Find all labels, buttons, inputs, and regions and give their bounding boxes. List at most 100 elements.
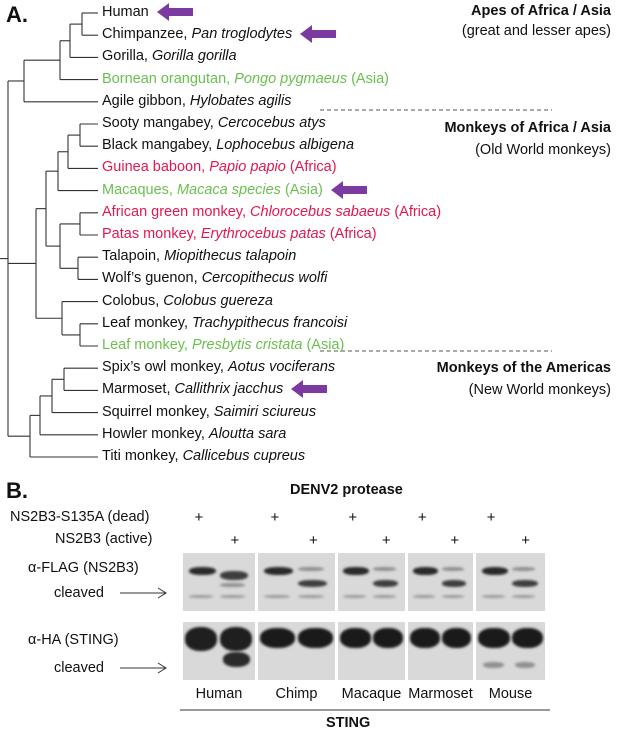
taxon-common-name: Spix’s owl monkey, [102, 359, 228, 376]
blot-band [264, 567, 294, 575]
group-subtitle: (New World monkeys) [468, 382, 611, 398]
lane-label: Chimp [275, 686, 318, 702]
flag-blot-panel [338, 553, 405, 611]
group-title: Apes of Africa / Asia [471, 3, 611, 19]
ha-blot-panel [258, 622, 335, 680]
group-new-world: Monkeys of the Americas (New World monke… [437, 360, 611, 398]
blot-band [220, 627, 253, 651]
plus-active-mark: + [450, 532, 460, 549]
group-title: Monkeys of Africa / Asia [444, 120, 611, 136]
taxon-row: Gorilla, Gorilla gorilla [102, 47, 237, 65]
highlight-arrow-icon [291, 380, 328, 399]
blot-band [441, 595, 465, 598]
taxon-row: African green monkey, Chlorocebus sabaeu… [102, 203, 441, 221]
taxon-row: Spix’s owl monkey, Aotus vociferans [102, 358, 335, 376]
group-subtitle: (great and lesser apes) [461, 23, 611, 39]
ha-blot-panel [408, 622, 473, 680]
taxon-row: Chimpanzee, Pan troglodytes [102, 25, 292, 43]
sting-underline [180, 709, 550, 711]
taxon-latin-name: Pan troglodytes [191, 26, 293, 43]
taxon-latin-name: Chlorocebus sabaeus [250, 203, 391, 220]
plus-active-mark: + [230, 532, 240, 549]
blot-band [441, 628, 472, 648]
blot-band [481, 595, 506, 598]
blot-band [413, 595, 436, 598]
taxon-common-name: Bornean orangutan, [102, 70, 235, 87]
blot-band [220, 583, 246, 587]
taxon-common-name: Agile gibbon, [102, 92, 190, 109]
plus-dead-mark: + [486, 509, 496, 526]
taxon-common-name: Chimpanzee, [102, 26, 192, 43]
blot-band [264, 595, 291, 598]
group-old-world: Monkeys of Africa / Asia (Old World monk… [444, 120, 611, 158]
taxon-region: (Africa) [390, 203, 442, 220]
plus-active-mark: + [381, 532, 391, 549]
taxon-latin-name: Pongo pygmaeus [234, 70, 348, 87]
taxon-latin-name: Macaca species [176, 181, 281, 198]
taxon-latin-name: Erythrocebus patas [200, 226, 326, 242]
taxon-latin-name: Cercopithecus wolfi [201, 270, 328, 287]
taxon-common-name: Sooty mangabey, [102, 115, 218, 131]
blot-band [481, 567, 508, 575]
ha-blot-panel [183, 622, 255, 680]
taxon-common-name: African green monkey, [102, 203, 251, 220]
taxon-region: (Asia) [302, 337, 345, 353]
flag-blot-panel [408, 553, 473, 611]
flag-blot-panel [476, 553, 545, 611]
blot-band [372, 595, 396, 598]
taxon-row: Sooty mangabey, Cercocebus atys [102, 114, 326, 132]
taxon-row: Black mangabey, Lophocebus albigena [102, 136, 354, 154]
sting-footer: STING [326, 715, 371, 731]
ha-label: α-HA (STING) [28, 632, 119, 648]
taxon-row: Colobus, Colobus guereza [102, 292, 273, 310]
blot-band [511, 628, 543, 648]
taxon-common-name: Leaf monkey, [102, 314, 193, 331]
taxon-common-name: Titi monkey, [102, 448, 183, 464]
arrow-flag-cleaved [120, 587, 167, 599]
taxon-row: Squirrel monkey, Saimiri sciureus [102, 403, 316, 421]
blot-band [340, 628, 371, 648]
group-apes: Apes of Africa / Asia (great and lesser … [462, 3, 611, 39]
highlight-arrow-icon [330, 180, 367, 199]
taxon-latin-name: Callithrix jacchus [174, 381, 284, 398]
protease-header: DENV2 protease [290, 482, 403, 498]
lane-label: Human [195, 686, 243, 702]
blot-band [511, 595, 536, 598]
taxon-latin-name: Aloutta sara [208, 425, 287, 442]
taxon-row: Patas monkey, Erythrocebus patas (Africa… [102, 225, 377, 243]
blot-band [441, 580, 467, 587]
taxon-common-name: Wolf’s guenon, [102, 270, 202, 287]
blot-band [372, 567, 396, 571]
blot-band [478, 628, 510, 648]
taxon-common-name: Patas monkey, [102, 226, 201, 242]
lane-label: Mouse [488, 686, 533, 702]
taxon-latin-name: Lophocebus albigena [216, 137, 355, 154]
taxon-region: (Asia) [280, 181, 323, 198]
lane-label: Macaque [341, 686, 402, 702]
blot-band [441, 567, 465, 571]
taxon-latin-name: Gorilla gorilla [151, 48, 237, 65]
blot-band [511, 580, 539, 587]
flag-blot-panel [183, 553, 255, 611]
flag-label: α-FLAG (NS2B3) [28, 560, 139, 576]
taxon-common-name: Talapoin, [102, 248, 165, 265]
taxon-common-name: Howler monkey, [102, 425, 209, 442]
row-label-active: NS2B3 (active) [55, 531, 153, 547]
blot-band [343, 595, 367, 598]
plus-dead-mark: + [417, 509, 427, 526]
blot-band [188, 595, 214, 598]
taxon-row: Guinea baboon, Papio papio (Africa) [102, 158, 337, 176]
taxon-row: Agile gibbon, Hylobates agilis [102, 92, 291, 110]
blot-band [298, 567, 325, 571]
blot-band [514, 662, 536, 668]
taxon-latin-name: Miopithecus talapoin [164, 248, 297, 265]
panel-a-label: A. [6, 2, 28, 27]
taxon-common-name: Marmoset, [102, 381, 175, 398]
taxon-common-name: Human [102, 4, 149, 20]
plus-dead-mark: + [348, 509, 358, 526]
panel-b-label: B. [6, 478, 28, 503]
taxon-row: Howler monkey, Aloutta sara [102, 425, 286, 443]
blot-band [413, 567, 438, 575]
taxon-latin-name: Presbytis cristata [192, 337, 303, 353]
